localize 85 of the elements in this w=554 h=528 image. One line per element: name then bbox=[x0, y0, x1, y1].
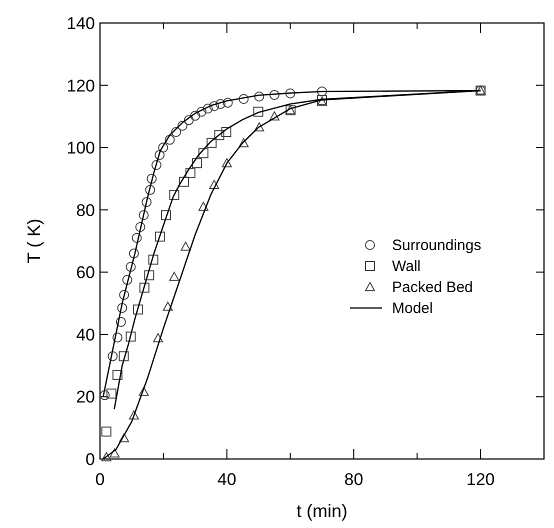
point bbox=[222, 98, 233, 108]
point bbox=[164, 134, 175, 145]
point bbox=[153, 333, 164, 342]
point bbox=[126, 332, 136, 342]
y-axis-title: T ( K) bbox=[24, 218, 44, 264]
point bbox=[202, 104, 213, 114]
point bbox=[112, 332, 122, 343]
point bbox=[179, 176, 190, 187]
point bbox=[106, 388, 116, 399]
point bbox=[185, 168, 196, 178]
point bbox=[253, 106, 264, 117]
point bbox=[126, 262, 136, 272]
x-tick-label: 80 bbox=[344, 470, 364, 489]
point bbox=[184, 115, 194, 126]
point bbox=[206, 138, 217, 148]
point bbox=[117, 302, 128, 313]
point bbox=[160, 210, 171, 220]
point bbox=[154, 150, 165, 160]
point bbox=[177, 120, 188, 131]
y-tick-label: 120 bbox=[66, 76, 95, 96]
point bbox=[146, 174, 157, 184]
point bbox=[151, 160, 162, 170]
point bbox=[101, 426, 112, 437]
y-tick-label: 140 bbox=[66, 14, 95, 33]
point bbox=[254, 122, 264, 132]
point bbox=[269, 90, 280, 100]
point bbox=[209, 101, 220, 112]
point bbox=[119, 290, 130, 300]
point bbox=[192, 158, 202, 168]
point bbox=[112, 370, 122, 380]
point bbox=[238, 138, 249, 148]
legend-label: Surroundings bbox=[392, 237, 482, 254]
point bbox=[214, 130, 224, 140]
point bbox=[171, 127, 182, 137]
point bbox=[221, 127, 232, 137]
point bbox=[169, 190, 180, 200]
legend-label: Wall bbox=[392, 258, 421, 275]
point bbox=[198, 202, 208, 211]
point bbox=[216, 98, 226, 109]
point bbox=[145, 184, 156, 195]
y-tick-label: 100 bbox=[66, 138, 95, 158]
point bbox=[118, 351, 129, 362]
point bbox=[116, 316, 126, 327]
point bbox=[285, 88, 296, 98]
y-tick-label: 40 bbox=[76, 325, 95, 344]
point bbox=[254, 91, 264, 102]
x-axis-title: t (min) bbox=[296, 501, 348, 521]
point bbox=[180, 242, 191, 251]
point bbox=[128, 248, 139, 258]
point bbox=[269, 111, 280, 121]
legend-label: Packed Bed bbox=[392, 279, 473, 296]
x-tick-label: 120 bbox=[466, 470, 495, 489]
y-tick-label: 60 bbox=[76, 263, 95, 282]
y-tick-label: 80 bbox=[76, 200, 95, 220]
point bbox=[135, 222, 146, 232]
point bbox=[317, 86, 327, 97]
x-tick-label: 40 bbox=[217, 470, 236, 489]
point bbox=[154, 232, 165, 242]
point bbox=[142, 197, 152, 208]
point bbox=[108, 351, 118, 362]
point bbox=[169, 272, 180, 281]
point bbox=[148, 254, 158, 265]
point bbox=[158, 142, 168, 153]
legend-label: Model bbox=[392, 300, 433, 317]
point bbox=[144, 270, 154, 280]
point bbox=[119, 433, 130, 442]
point bbox=[198, 148, 208, 158]
point bbox=[128, 410, 139, 420]
point bbox=[162, 302, 173, 311]
point bbox=[196, 106, 206, 117]
point bbox=[209, 180, 220, 190]
point bbox=[133, 304, 144, 315]
point bbox=[110, 448, 120, 458]
point bbox=[101, 452, 112, 462]
point bbox=[238, 94, 249, 104]
y-tick-label: 20 bbox=[76, 388, 95, 407]
point bbox=[138, 210, 149, 220]
point bbox=[139, 282, 150, 293]
point bbox=[132, 232, 142, 243]
point bbox=[122, 274, 132, 285]
point bbox=[190, 110, 200, 121]
point bbox=[222, 158, 232, 168]
point bbox=[138, 386, 149, 396]
y-tick-label: 0 bbox=[86, 450, 95, 469]
point bbox=[100, 390, 110, 400]
